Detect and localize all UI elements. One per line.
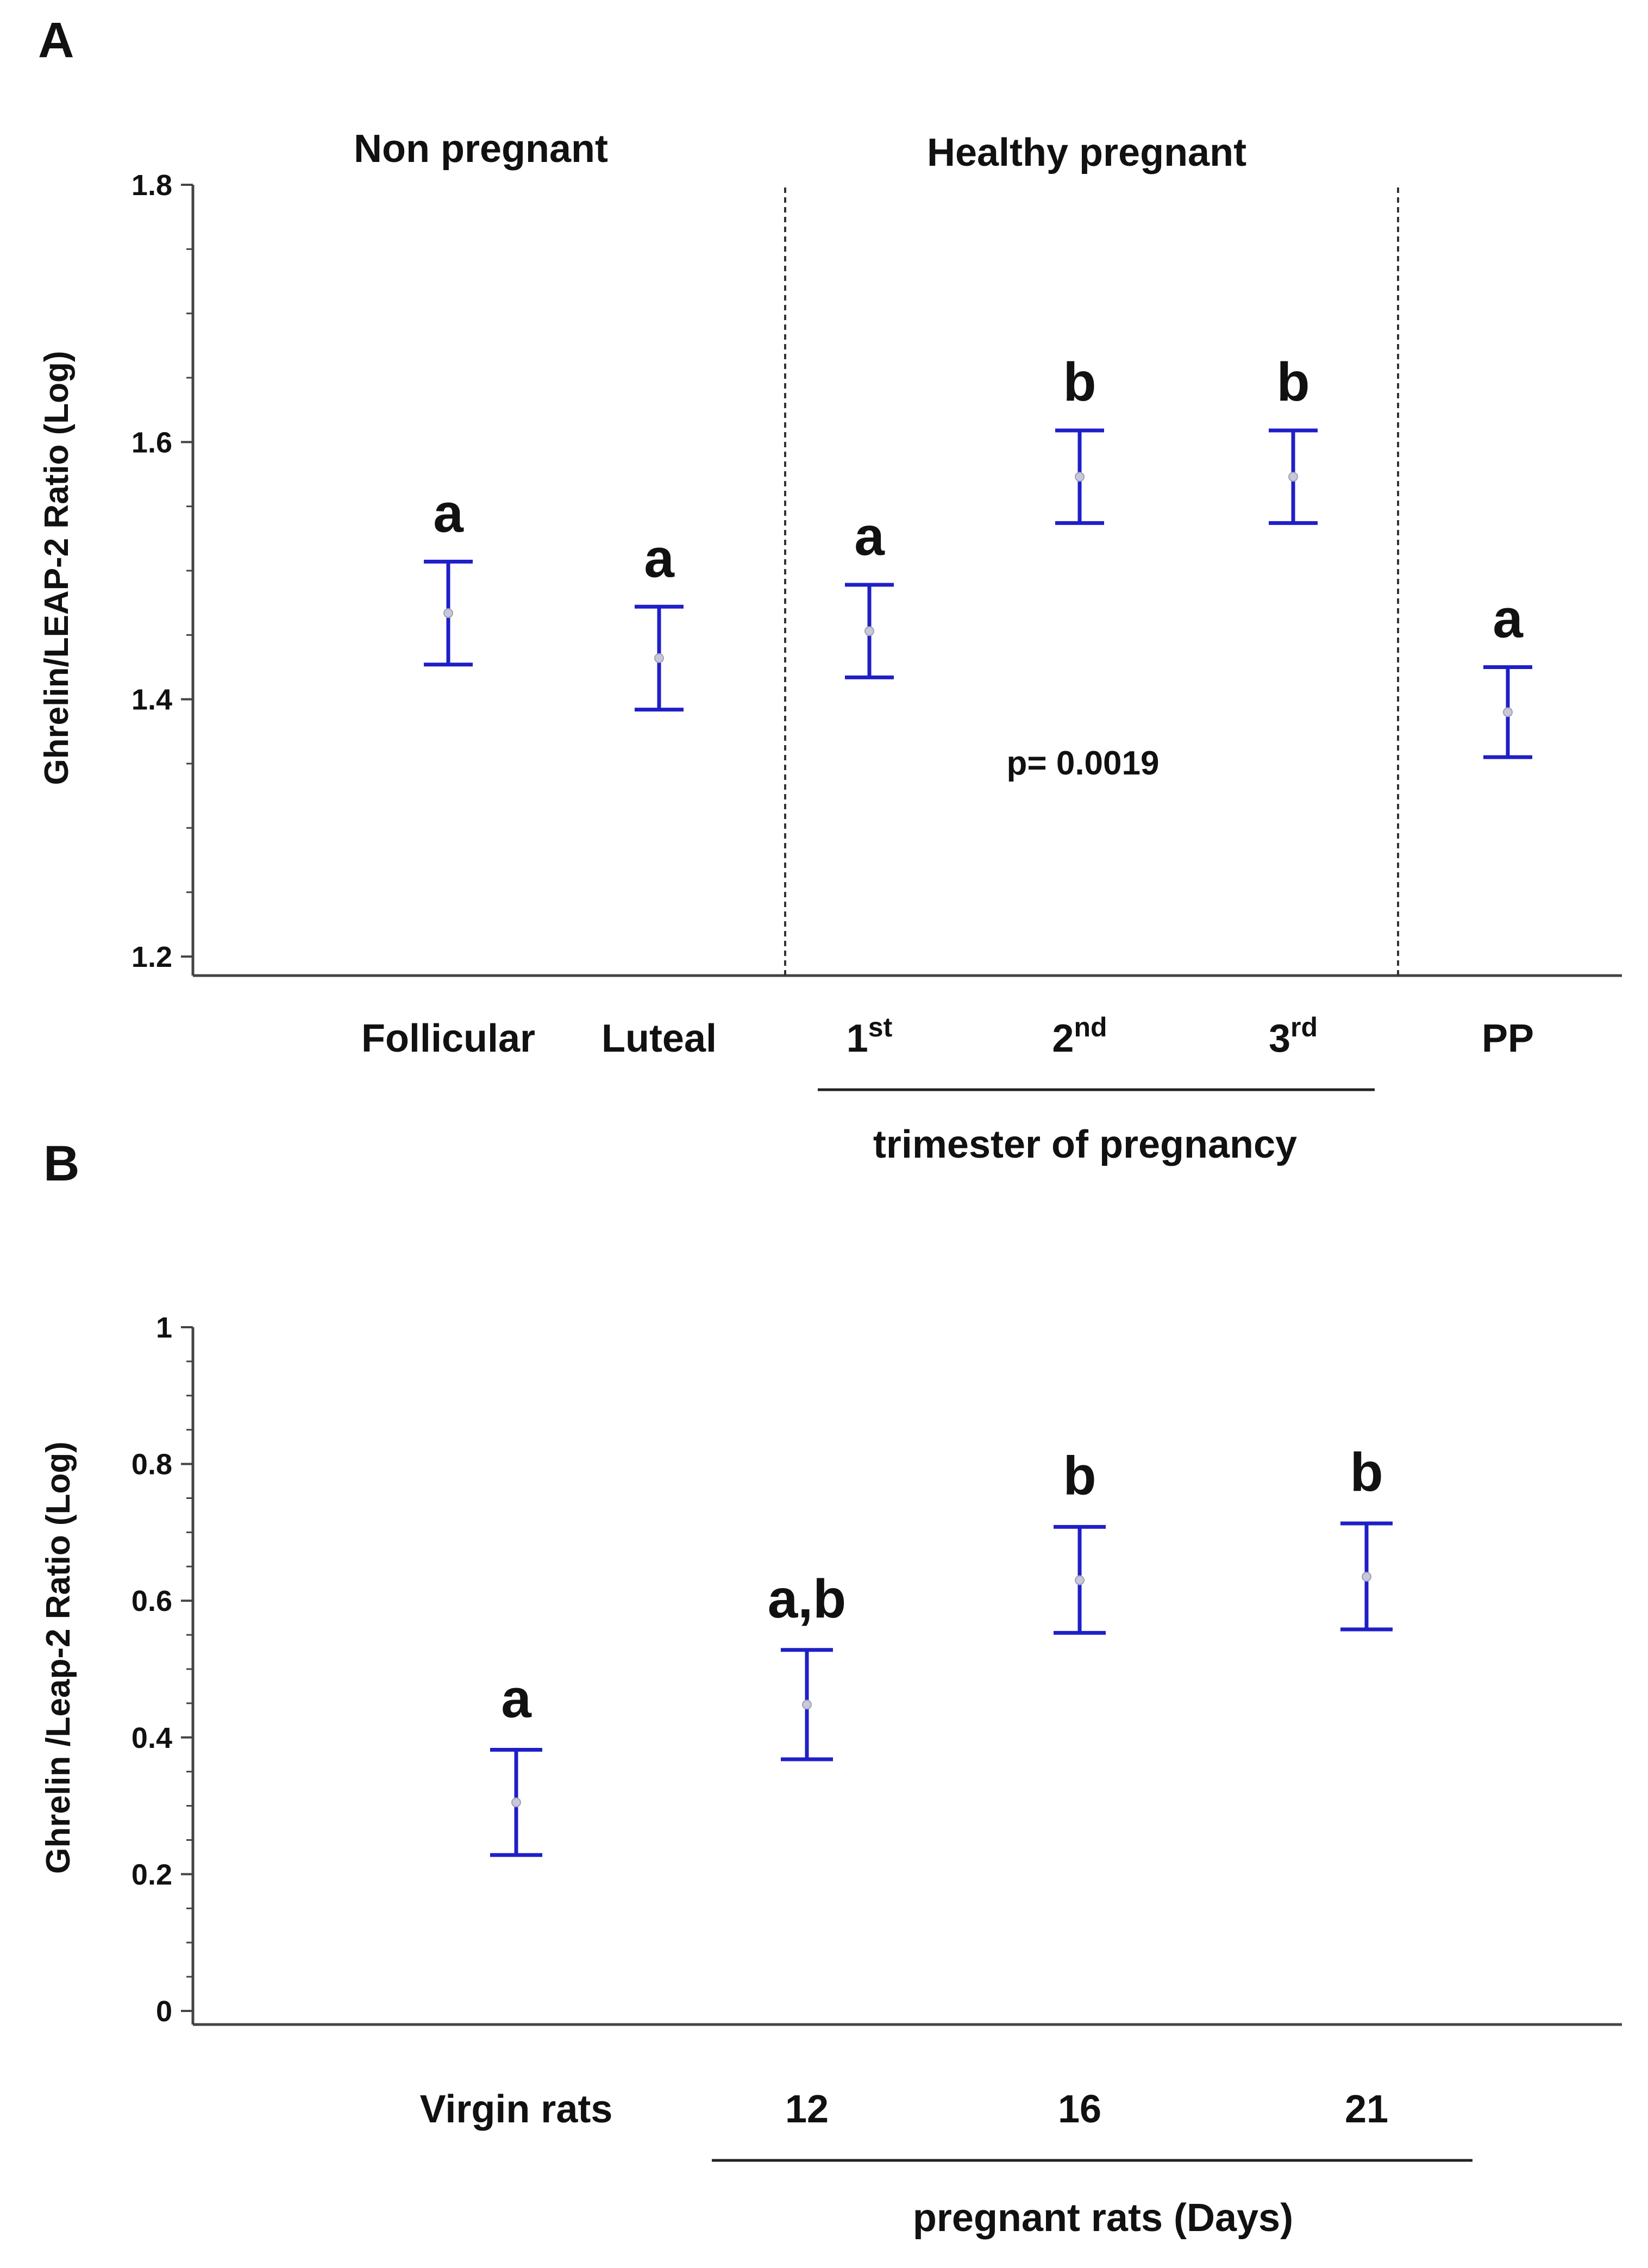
error-bar bbox=[1340, 1521, 1393, 1632]
region-label-healthy-pregnant: Healthy pregnant bbox=[927, 131, 1246, 174]
y-ticks-a: 1.2 1.4 1.6 1.8 bbox=[131, 169, 193, 973]
y-tick-label: 0.8 bbox=[131, 1448, 172, 1481]
error-bar bbox=[490, 1747, 542, 1857]
y-tick-label: 0.6 bbox=[131, 1585, 172, 1617]
significance-letters-a: a a a b b a bbox=[433, 352, 1524, 649]
x-tick-label: 3rd bbox=[1269, 1012, 1318, 1060]
mean-point bbox=[1503, 707, 1513, 717]
x-tick-label-main: 2 bbox=[1052, 1017, 1074, 1060]
x-tick-label-superscript: nd bbox=[1074, 1012, 1107, 1042]
mean-point bbox=[802, 1700, 812, 1710]
error-bar bbox=[845, 583, 894, 679]
error-bar bbox=[1055, 428, 1104, 525]
significance-letter: b bbox=[1063, 352, 1096, 413]
significance-letter: a bbox=[1493, 589, 1524, 649]
x-tick-label-superscript: rd bbox=[1290, 1012, 1318, 1042]
mean-point bbox=[1075, 1575, 1085, 1585]
x-tick-label: Luteal bbox=[601, 1017, 717, 1060]
significance-letter: a bbox=[854, 506, 885, 567]
group-label-trimester: trimester of pregnancy bbox=[873, 1123, 1297, 1166]
significance-letter: a bbox=[644, 528, 675, 589]
group-label-pregnant-rats: pregnant rats (Days) bbox=[913, 2196, 1293, 2240]
mean-point bbox=[864, 626, 874, 636]
error-bars-b bbox=[490, 1521, 1393, 1857]
significance-letter: a,b bbox=[768, 1569, 846, 1629]
x-tick-label: 1st bbox=[847, 1012, 893, 1060]
y-axis-label-b: Ghrelin /Leap-2 Ratio (Log) bbox=[40, 1441, 77, 1874]
x-tick-label: 2nd bbox=[1052, 1012, 1107, 1060]
x-tick-label: 21 bbox=[1345, 2088, 1388, 2131]
mean-point bbox=[1075, 472, 1085, 482]
y-tick-label: 1.8 bbox=[131, 169, 172, 202]
significance-letter: a bbox=[433, 483, 464, 543]
x-tick-label-main: 3 bbox=[1269, 1017, 1290, 1060]
error-bar bbox=[1269, 428, 1318, 525]
mean-point bbox=[511, 1797, 521, 1808]
x-tick-label-main: 1 bbox=[847, 1017, 868, 1060]
mean-point bbox=[443, 608, 453, 618]
x-tick-labels-a: Follicular Luteal 1st 2nd 3rd PP bbox=[361, 1012, 1534, 1060]
error-bar bbox=[781, 1648, 833, 1761]
error-bar bbox=[635, 604, 684, 712]
x-tick-label: 12 bbox=[785, 2088, 829, 2131]
y-tick-label: 0 bbox=[156, 1995, 172, 2028]
x-tick-labels-b: Virgin rats 12 16 21 bbox=[420, 2088, 1388, 2131]
p-value-annotation: p= 0.0019 bbox=[1007, 745, 1160, 782]
significance-letter: a bbox=[501, 1668, 532, 1729]
significance-letter: b bbox=[1063, 1445, 1096, 1506]
error-bar bbox=[1054, 1525, 1106, 1635]
panel-b-label: B bbox=[43, 1136, 79, 1191]
panel-a-label: A bbox=[38, 13, 74, 68]
panel-b: B Ghrelin /Leap-2 Ratio (Log) 0 0.2 0.4 0.6… bbox=[40, 1136, 1622, 2240]
y-ticks-b: 0 0.2 0.4 0.6 0.8 1 bbox=[131, 1311, 193, 2028]
x-tick-label: Virgin rats bbox=[420, 2088, 613, 2131]
mean-point bbox=[654, 653, 664, 663]
y-axis-label-a: Ghrelin/LEAP-2 Ratio (Log) bbox=[38, 351, 76, 785]
y-tick-label: 1.6 bbox=[131, 426, 172, 459]
error-bars-a bbox=[424, 428, 1532, 759]
panel-a: A Non pregnant Healthy pregnant Ghrelin/… bbox=[38, 13, 1622, 1166]
region-label-non-pregnant: Non pregnant bbox=[354, 127, 608, 171]
y-tick-label: 0.4 bbox=[131, 1722, 172, 1754]
mean-point bbox=[1288, 472, 1298, 482]
mean-point bbox=[1362, 1572, 1371, 1582]
y-tick-label: 0.2 bbox=[131, 1858, 172, 1891]
y-tick-label: 1.4 bbox=[131, 684, 172, 716]
error-bar bbox=[424, 559, 473, 667]
y-tick-label: 1.2 bbox=[131, 941, 172, 973]
x-tick-label: 16 bbox=[1058, 2088, 1101, 2131]
significance-letter: b bbox=[1276, 352, 1309, 413]
x-tick-label: Follicular bbox=[361, 1017, 535, 1060]
significance-letters-b: a a,b b b bbox=[501, 1442, 1383, 1729]
x-tick-label: PP bbox=[1482, 1017, 1534, 1060]
significance-letter: b bbox=[1350, 1442, 1383, 1503]
x-tick-label-superscript: st bbox=[868, 1012, 893, 1042]
error-bar bbox=[1483, 665, 1532, 759]
y-tick-label: 1 bbox=[156, 1311, 172, 1344]
